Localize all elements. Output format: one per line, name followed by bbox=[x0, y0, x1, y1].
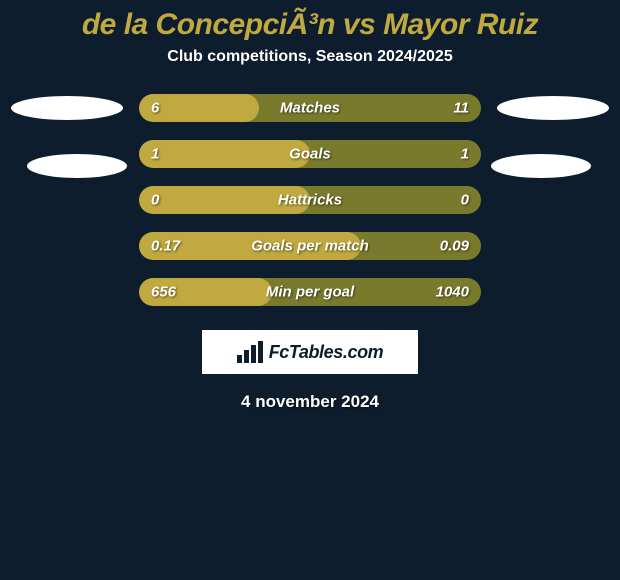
stat-right-value: 11 bbox=[453, 100, 469, 117]
stat-bar-min-per-goal: 656 Min per goal 1040 bbox=[139, 278, 481, 306]
stat-label: Goals per match bbox=[251, 238, 369, 255]
stat-right-value: 0.09 bbox=[440, 238, 469, 255]
page-title: de la ConcepciÃ³n vs Mayor Ruiz bbox=[0, 8, 620, 42]
stat-label: Hattricks bbox=[278, 192, 342, 209]
stat-right-value: 0 bbox=[461, 192, 469, 209]
stat-bar-goals: 1 Goals 1 bbox=[139, 140, 481, 168]
stat-left-value: 0.17 bbox=[151, 238, 180, 255]
subtitle: Club competitions, Season 2024/2025 bbox=[0, 48, 620, 66]
stat-label: Min per goal bbox=[266, 284, 354, 301]
stat-bar-fill bbox=[139, 140, 310, 168]
logo-text: FcTables.com bbox=[269, 342, 384, 363]
stat-bars: 6 Matches 11 1 Goals 1 0 Hattricks 0 0 bbox=[139, 94, 481, 306]
player-ellipse-left-1 bbox=[11, 96, 123, 120]
stat-left-value: 6 bbox=[151, 100, 159, 117]
comparison-card: de la ConcepciÃ³n vs Mayor Ruiz Club com… bbox=[0, 0, 620, 412]
bar-chart-icon bbox=[237, 341, 263, 363]
stat-bar-goals-per-match: 0.17 Goals per match 0.09 bbox=[139, 232, 481, 260]
stat-right-value: 1 bbox=[461, 146, 469, 163]
stat-bar-matches: 6 Matches 11 bbox=[139, 94, 481, 122]
player-ellipse-left-2 bbox=[27, 154, 127, 178]
stat-label: Goals bbox=[289, 146, 331, 163]
right-ellipse-col bbox=[491, 94, 611, 178]
stat-left-value: 0 bbox=[151, 192, 159, 209]
fctables-logo-link[interactable]: FcTables.com bbox=[202, 330, 418, 374]
stat-left-value: 656 bbox=[151, 284, 176, 301]
stat-bar-hattricks: 0 Hattricks 0 bbox=[139, 186, 481, 214]
player-ellipse-right-1 bbox=[497, 96, 609, 120]
stat-label: Matches bbox=[280, 100, 340, 117]
left-ellipse-col bbox=[9, 94, 129, 178]
player-ellipse-right-2 bbox=[491, 154, 591, 178]
date-text: 4 november 2024 bbox=[0, 392, 620, 412]
stat-right-value: 1040 bbox=[436, 284, 469, 301]
stat-left-value: 1 bbox=[151, 146, 159, 163]
content-row: 6 Matches 11 1 Goals 1 0 Hattricks 0 0 bbox=[0, 94, 620, 306]
